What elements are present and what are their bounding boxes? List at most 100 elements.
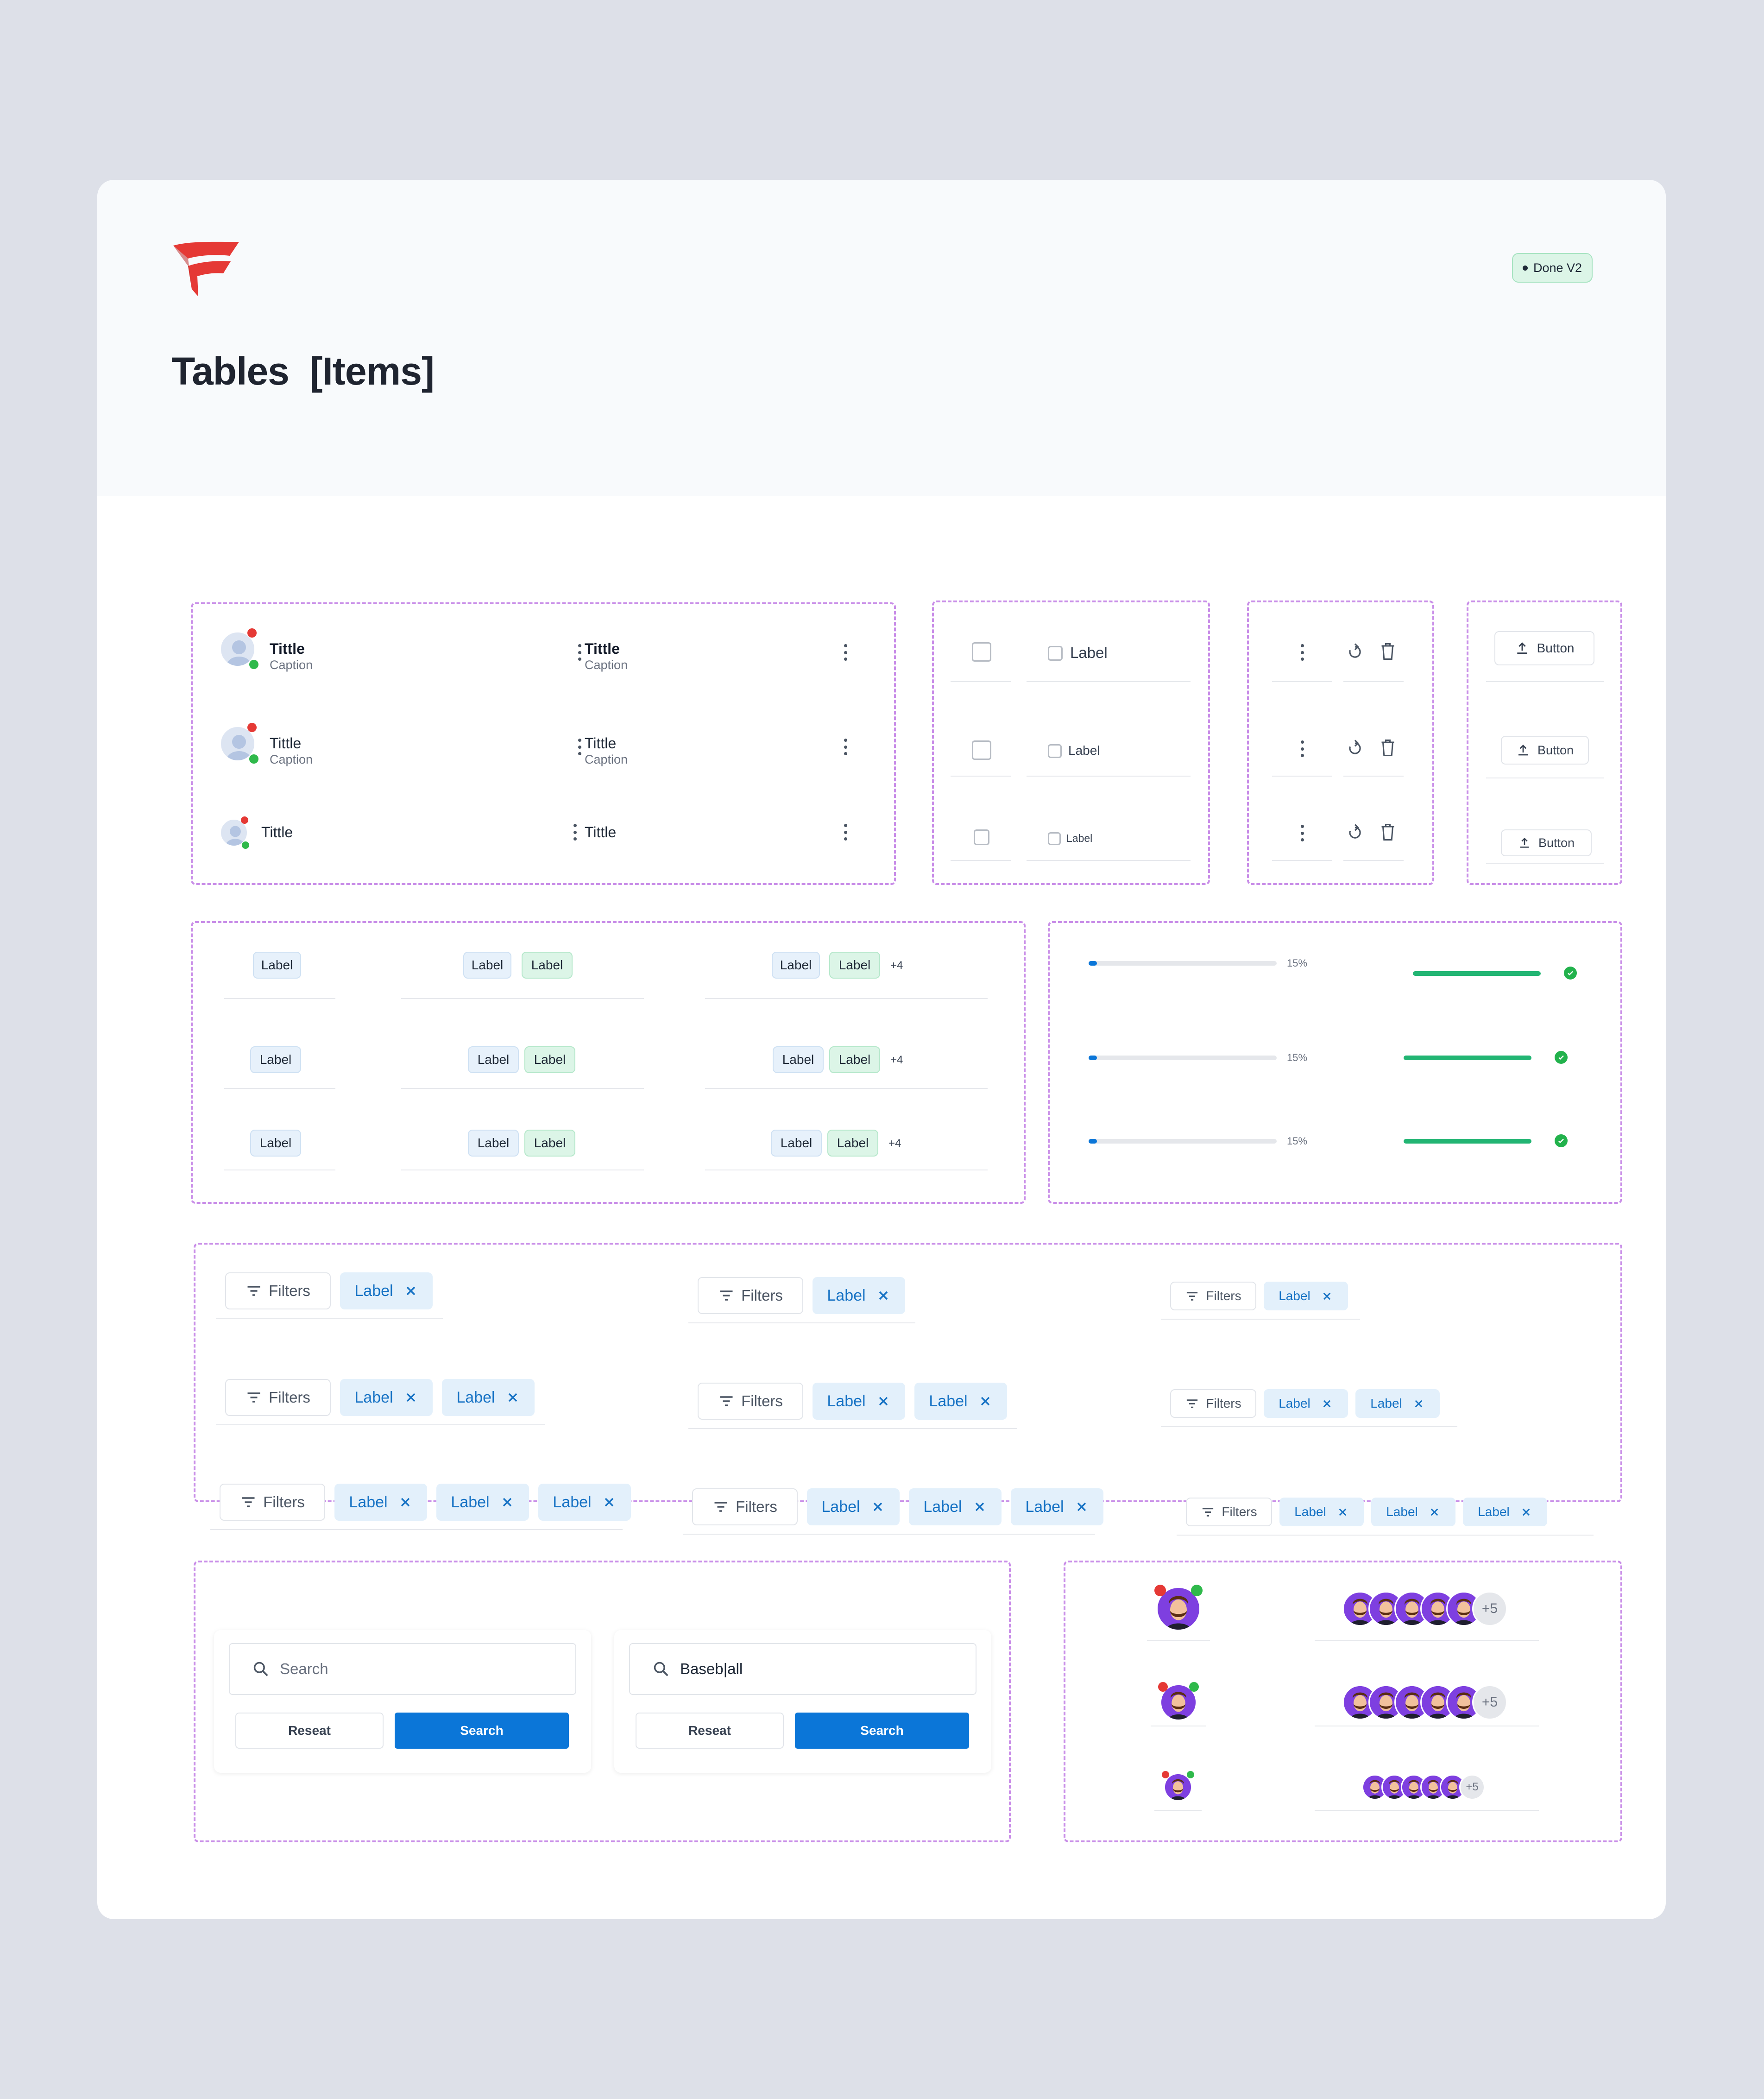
filters-button[interactable]: Filters (1186, 1498, 1272, 1526)
checkbox[interactable] (1048, 832, 1061, 845)
trash-icon[interactable] (1380, 823, 1396, 841)
user-avatar[interactable] (1160, 1684, 1197, 1721)
upload-button[interactable]: Button (1501, 736, 1589, 765)
filter-tag[interactable]: Label (1371, 1498, 1455, 1526)
filter-tag[interactable]: Label (442, 1379, 535, 1416)
kebab-menu-icon[interactable] (844, 824, 848, 841)
stacked-avatar[interactable] (1446, 1591, 1481, 1626)
refresh-icon[interactable] (1346, 643, 1364, 661)
checkbox[interactable] (1048, 646, 1063, 661)
close-icon[interactable] (602, 1495, 617, 1510)
trash-icon[interactable] (1380, 739, 1396, 757)
person-face-icon (1448, 1686, 1480, 1719)
search-button[interactable]: Search (395, 1713, 569, 1749)
filter-tag[interactable]: Label (340, 1272, 433, 1309)
search-button[interactable]: Search (795, 1713, 969, 1749)
search-input[interactable]: Baseb|all (629, 1643, 976, 1695)
filter-tag[interactable]: Label (1463, 1498, 1547, 1526)
close-icon[interactable] (1412, 1397, 1425, 1410)
user-avatar[interactable] (1164, 1773, 1192, 1802)
close-icon[interactable] (1520, 1506, 1532, 1518)
filter-tag[interactable]: Label (807, 1488, 900, 1525)
upload-button[interactable]: Button (1494, 631, 1594, 665)
close-icon[interactable] (1321, 1397, 1333, 1410)
filters-button[interactable]: Filters (698, 1277, 803, 1314)
cell-title: Tittle (585, 640, 620, 657)
filters-button[interactable]: Filters (692, 1488, 798, 1525)
progress-fill (1089, 961, 1097, 966)
more-avatars-count[interactable]: +5 (1459, 1774, 1485, 1800)
search-input[interactable]: Search (229, 1643, 576, 1695)
kebab-menu-icon[interactable] (1301, 825, 1304, 841)
reset-button[interactable]: Reseat (636, 1713, 784, 1749)
more-avatars-count[interactable]: +5 (1472, 1685, 1507, 1720)
close-icon[interactable] (876, 1288, 891, 1303)
close-icon[interactable] (1428, 1506, 1441, 1518)
filter-tag[interactable]: Label (1279, 1498, 1364, 1526)
filter-tag[interactable]: Label (1355, 1389, 1440, 1418)
upload-button[interactable]: Button (1501, 829, 1592, 856)
kebab-menu-icon[interactable] (844, 644, 848, 661)
stacked-avatar[interactable] (1420, 1685, 1455, 1720)
checkbox[interactable] (1048, 744, 1062, 758)
filter-tag[interactable]: Label (334, 1484, 427, 1521)
progress-percent: 15% (1287, 1052, 1308, 1063)
filter-tag[interactable]: Label (813, 1277, 905, 1314)
filter-tag[interactable]: Label (914, 1383, 1007, 1420)
filter-tag[interactable]: Label (1264, 1282, 1348, 1310)
kebab-menu-icon[interactable] (1301, 740, 1304, 757)
close-icon[interactable] (403, 1283, 418, 1298)
filter-tag[interactable]: Label (340, 1379, 433, 1416)
close-icon[interactable] (978, 1394, 993, 1409)
filter-tag[interactable]: Label (1011, 1488, 1103, 1525)
close-icon[interactable] (1074, 1499, 1089, 1514)
stacked-avatar[interactable] (1420, 1591, 1455, 1626)
stacked-avatar[interactable] (1394, 1591, 1430, 1626)
filter-tag[interactable]: Label (436, 1484, 529, 1521)
stacked-avatar[interactable] (1394, 1685, 1430, 1720)
close-icon[interactable] (403, 1390, 418, 1405)
filter-icon (720, 1396, 733, 1406)
stacked-avatar[interactable] (1342, 1685, 1378, 1720)
close-icon[interactable] (972, 1499, 987, 1514)
row-divider (1272, 776, 1332, 777)
filter-tag[interactable]: Label (538, 1484, 631, 1521)
person-face-icon (1370, 1686, 1402, 1719)
close-icon[interactable] (876, 1394, 891, 1409)
kebab-menu-icon[interactable] (578, 644, 582, 661)
filters-button[interactable]: Filters (220, 1484, 325, 1521)
close-icon[interactable] (398, 1495, 413, 1510)
reset-button[interactable]: Reseat (235, 1713, 384, 1749)
stacked-avatar[interactable] (1381, 1774, 1407, 1800)
filter-tag[interactable]: Label (909, 1488, 1002, 1525)
checkbox[interactable] (972, 740, 991, 760)
close-icon[interactable] (1321, 1290, 1333, 1302)
kebab-menu-icon[interactable] (1301, 644, 1304, 661)
refresh-icon[interactable] (1346, 740, 1364, 757)
filters-button[interactable]: Filters (225, 1272, 331, 1309)
kebab-menu-icon[interactable] (573, 824, 577, 841)
search-value: Baseb|all (680, 1660, 743, 1677)
refresh-icon[interactable] (1346, 824, 1364, 841)
kebab-menu-icon[interactable] (844, 739, 848, 755)
close-icon[interactable] (870, 1499, 885, 1514)
filters-button[interactable]: Filters (698, 1383, 803, 1420)
filter-tag-label: Label (923, 1498, 962, 1516)
more-avatars-count[interactable]: +5 (1472, 1591, 1507, 1626)
filters-label: Filters (741, 1287, 783, 1304)
filters-button[interactable]: Filters (225, 1379, 331, 1416)
filter-tag[interactable]: Label (813, 1383, 905, 1420)
filters-button[interactable]: Filters (1170, 1282, 1256, 1310)
close-icon[interactable] (500, 1495, 515, 1510)
filter-tag[interactable]: Label (1264, 1389, 1348, 1418)
stacked-avatar[interactable] (1446, 1685, 1481, 1720)
filters-button[interactable]: Filters (1170, 1389, 1256, 1418)
component-sheet: Tables [Items] Done V2 Tittle Caption Ti… (97, 180, 1666, 1919)
kebab-menu-icon[interactable] (578, 739, 582, 755)
checkbox-label: Label (1068, 743, 1100, 758)
close-icon[interactable] (1336, 1506, 1349, 1518)
close-icon[interactable] (505, 1390, 520, 1405)
trash-icon[interactable] (1380, 642, 1396, 661)
checkbox[interactable] (974, 829, 989, 845)
checkbox[interactable] (972, 642, 991, 662)
